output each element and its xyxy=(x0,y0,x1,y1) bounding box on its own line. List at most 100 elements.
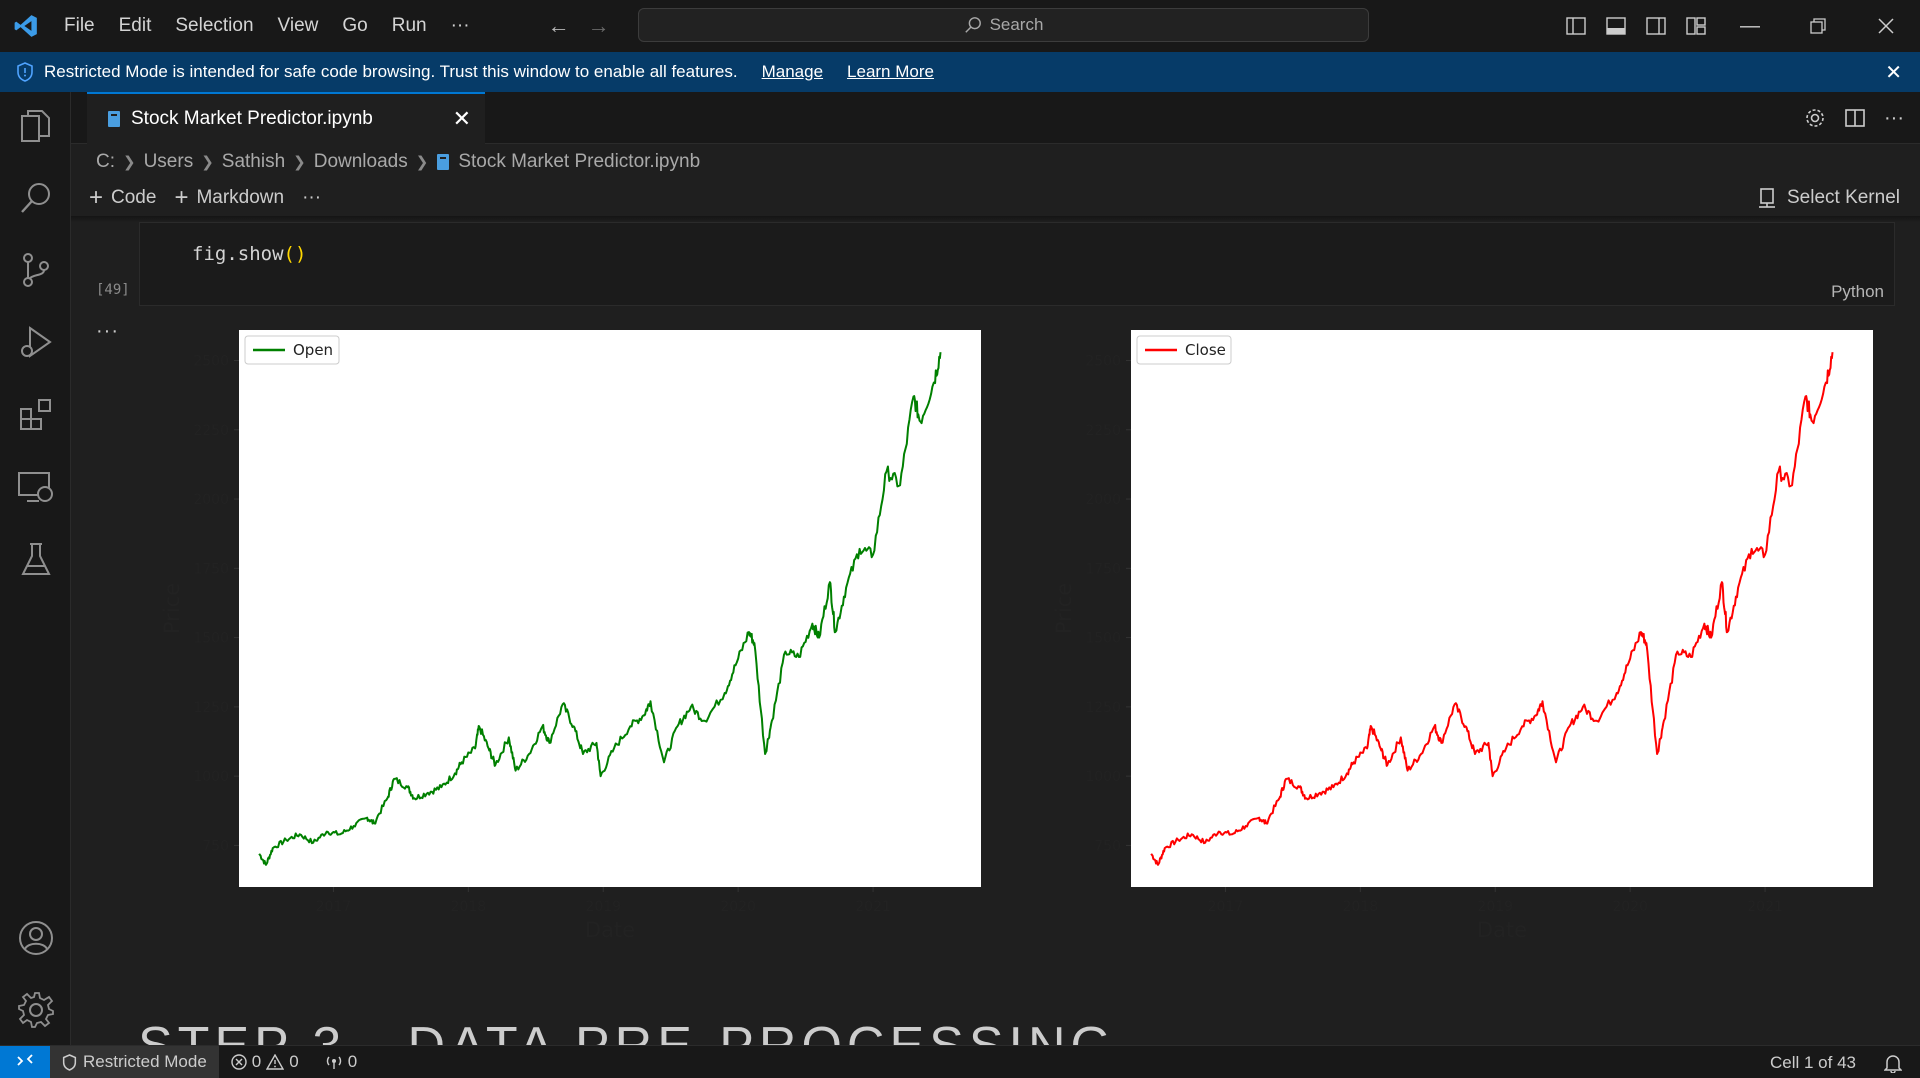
add-code-cell-button[interactable]: + Code xyxy=(89,186,157,210)
menu-view[interactable]: View xyxy=(277,15,319,36)
notebook-settings-gear-icon[interactable] xyxy=(1804,107,1826,129)
vscode-logo-icon[interactable] xyxy=(0,0,52,52)
cell-language-button[interactable]: Python xyxy=(1831,282,1884,301)
close-price-chart-svg: 750 1000 1250 1500 1750 2000 2250 2500 2017 2018 2… xyxy=(1052,330,1873,942)
editor-tab-bar: Stock Market Predictor.ipynb ✕ ··· xyxy=(71,92,1920,144)
plot-area xyxy=(1131,330,1873,887)
y-tick-label: 1750 xyxy=(1085,561,1121,577)
title-bar: File Edit Selection View Go Run ··· ← → … xyxy=(0,0,1920,52)
x-axis-label: Date xyxy=(585,918,635,942)
add-markdown-cell-button[interactable]: + Markdown xyxy=(174,184,285,211)
manage-gear-icon[interactable] xyxy=(0,980,71,1040)
shield-icon xyxy=(62,1053,77,1071)
cell-position-status[interactable]: Cell 1 of 43 xyxy=(1770,1052,1856,1072)
toggle-primary-sidebar-icon[interactable] xyxy=(1556,0,1596,52)
back-arrow-icon[interactable]: ← xyxy=(547,13,570,38)
extensions-icon[interactable] xyxy=(0,385,71,445)
open-price-chart: 750 1000 1250 1500 1750 2000 2250 2500 2017 2018 2… xyxy=(139,325,1019,945)
customize-layout-icon[interactable] xyxy=(1676,0,1716,52)
chevron-right-icon: ❯ xyxy=(293,154,306,171)
restore-icon[interactable] xyxy=(1784,0,1852,52)
learn-more-link[interactable]: Learn More xyxy=(847,62,934,81)
ports-status[interactable]: 0 xyxy=(325,1052,357,1072)
y-tick-label: 2250 xyxy=(1085,423,1121,439)
accounts-icon[interactable] xyxy=(0,908,71,968)
problems-status[interactable]: 0 0 xyxy=(231,1052,299,1072)
remote-explorer-icon[interactable] xyxy=(0,458,71,518)
forward-arrow-icon[interactable]: → xyxy=(587,13,610,38)
breadcrumb-drive[interactable]: C: xyxy=(96,151,115,172)
legend-box xyxy=(244,335,340,365)
y-axis-label: Price xyxy=(160,583,184,634)
restricted-mode-status[interactable]: Restricted Mode xyxy=(50,1045,219,1078)
breadcrumb-sathish[interactable]: Sathish xyxy=(221,151,286,172)
close-icon[interactable]: ✕ xyxy=(1885,62,1902,84)
add-markdown-label: Markdown xyxy=(196,187,285,208)
kernel-icon xyxy=(1758,188,1775,208)
x-tick-label: 2020 xyxy=(720,899,756,915)
output-menu-button[interactable]: ··· xyxy=(96,320,119,342)
y-axis-label: Price xyxy=(1052,583,1076,634)
toggle-secondary-sidebar-icon[interactable] xyxy=(1636,0,1676,52)
chevron-right-icon: ❯ xyxy=(123,154,136,171)
menu-bar: File Edit Selection View Go Run ··· xyxy=(52,0,482,52)
more-label: ··· xyxy=(302,187,322,208)
notebook-more-button[interactable]: ··· xyxy=(302,187,321,209)
ports-count: 0 xyxy=(347,1052,358,1071)
x-tick-label: 2018 xyxy=(451,899,487,915)
run-debug-icon[interactable] xyxy=(0,313,71,373)
notebook-file-icon xyxy=(437,154,450,170)
toggle-panel-icon[interactable] xyxy=(1596,0,1636,52)
source-control-icon[interactable] xyxy=(0,240,71,300)
code-cell-editor[interactable]: fig.show() xyxy=(139,222,1895,306)
manage-link[interactable]: Manage xyxy=(761,62,824,81)
y-tick-label: 1000 xyxy=(1085,769,1121,785)
tab-notebook[interactable]: Stock Market Predictor.ipynb ✕ xyxy=(87,92,485,144)
menu-run[interactable]: Run xyxy=(391,15,427,36)
code-function: fig.show xyxy=(192,243,284,265)
minimize-icon[interactable]: — xyxy=(1740,14,1760,37)
split-editor-icon[interactable] xyxy=(1844,107,1866,129)
series-line xyxy=(258,352,942,866)
command-center-search[interactable]: Search xyxy=(638,8,1369,42)
menu-file[interactable]: File xyxy=(64,15,95,36)
activity-bar xyxy=(0,92,71,1045)
notifications-bell-icon[interactable] xyxy=(1884,1053,1902,1073)
menu-go[interactable]: Go xyxy=(342,15,368,36)
y-tick-label: 1500 xyxy=(1085,631,1121,647)
plot-area xyxy=(239,330,981,887)
menu-more[interactable]: ··· xyxy=(450,15,470,36)
plus-icon: + xyxy=(174,184,189,211)
add-code-label: Code xyxy=(111,187,157,208)
breadcrumb-file[interactable]: Stock Market Predictor.ipynb xyxy=(458,151,701,172)
y-tick-label: 2500 xyxy=(1085,353,1121,369)
restricted-mode-banner: Restricted Mode is intended for safe cod… xyxy=(0,52,1920,92)
remote-indicator-icon[interactable] xyxy=(0,1045,50,1078)
close-window-icon[interactable] xyxy=(1852,0,1920,52)
breadcrumb-downloads[interactable]: Downloads xyxy=(313,151,408,172)
more-actions-icon[interactable]: ··· xyxy=(1884,106,1904,129)
search-sidebar-icon[interactable] xyxy=(0,168,71,228)
warning-icon xyxy=(266,1054,285,1070)
menu-selection[interactable]: Selection xyxy=(175,15,254,36)
chevron-right-icon: ❯ xyxy=(415,154,429,171)
select-kernel-button[interactable]: Select Kernel xyxy=(1757,180,1900,216)
close-tab-icon[interactable]: ✕ xyxy=(452,106,471,131)
y-tick-label: 2500 xyxy=(193,353,229,369)
y-tick-label: 2250 xyxy=(193,423,229,439)
shield-icon xyxy=(17,62,33,82)
breadcrumb-users[interactable]: Users xyxy=(143,151,194,172)
toolbar-shadow xyxy=(71,216,1920,222)
markdown-cell: STEP 3 - DATA PRE-PROCESSING xyxy=(71,1010,1920,1045)
execution-count: [49] xyxy=(96,282,130,298)
error-icon xyxy=(231,1054,247,1070)
testing-icon[interactable] xyxy=(0,530,71,590)
legend-box xyxy=(1136,335,1232,365)
legend: Close xyxy=(1136,335,1232,365)
explorer-icon[interactable] xyxy=(0,96,71,156)
warning-count: 0 xyxy=(289,1052,299,1071)
notebook-toolbar: + Code + Markdown ··· Select Kernel xyxy=(71,180,1920,216)
menu-edit[interactable]: Edit xyxy=(118,15,152,36)
breadcrumb: C: ❯ Users ❯ Sathish ❯ Downloads ❯ Stock… xyxy=(96,148,700,176)
y-tick-label: 1250 xyxy=(1085,700,1121,716)
